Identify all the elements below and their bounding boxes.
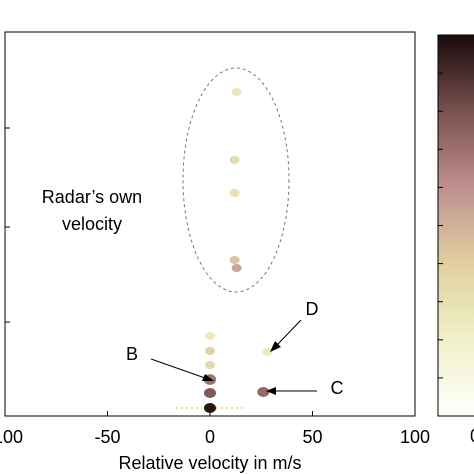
arrow-b bbox=[150, 358, 206, 379]
x-tick-labels: -100 -50 0 50 100 bbox=[0, 427, 430, 447]
region-label-line-2: velocity bbox=[62, 214, 122, 234]
data-point bbox=[229, 256, 240, 264]
colorbar-tick-label: 0 bbox=[470, 426, 474, 446]
x-tick-label: 50 bbox=[302, 427, 322, 447]
x-axis-label: Relative velocity in m/s bbox=[118, 453, 301, 473]
data-point bbox=[204, 388, 216, 398]
data-point bbox=[205, 361, 215, 369]
arrow-c-head bbox=[266, 387, 276, 395]
y-ticks bbox=[5, 127, 10, 323]
annotation-c: C bbox=[331, 378, 344, 398]
data-point bbox=[257, 387, 270, 397]
colorbar bbox=[437, 34, 474, 417]
region-label-line-1: Radar’s own bbox=[42, 187, 142, 207]
data-point bbox=[262, 348, 273, 356]
x-tick-label: -50 bbox=[94, 427, 120, 447]
x-tick-label: -100 bbox=[0, 427, 23, 447]
data-point bbox=[204, 403, 216, 413]
radar-velocity-region bbox=[182, 67, 290, 293]
data-point bbox=[229, 189, 240, 197]
colorbar-ticks bbox=[438, 72, 443, 379]
x-tick-label: 0 bbox=[205, 427, 215, 447]
annotation-d: D bbox=[306, 299, 319, 319]
data-point bbox=[229, 156, 240, 164]
data-point bbox=[205, 332, 215, 340]
data-point bbox=[205, 347, 215, 355]
x-tick-label: 100 bbox=[400, 427, 430, 447]
data-point bbox=[231, 264, 242, 272]
data-point bbox=[231, 88, 242, 96]
arrow-d bbox=[276, 319, 302, 346]
arrow-d-head bbox=[270, 341, 281, 352]
annotation-b: B bbox=[126, 344, 138, 364]
arrow-b-head bbox=[202, 374, 214, 381]
